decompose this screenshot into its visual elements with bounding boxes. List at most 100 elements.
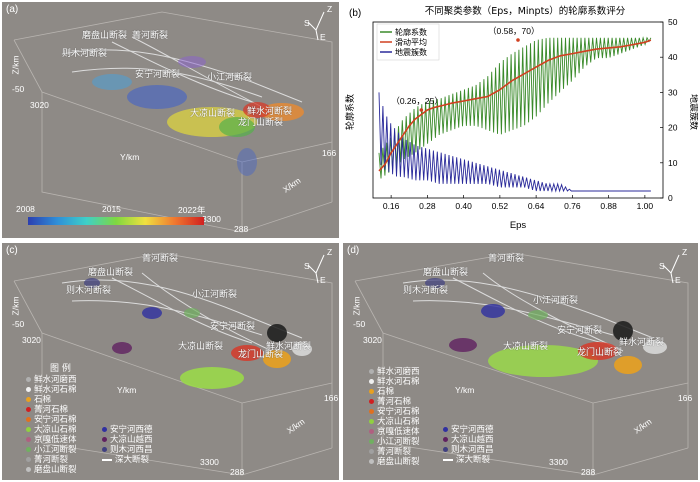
x-tick: 166: [322, 148, 337, 158]
panel-a: (a) 磨盘山断裂 菁河断裂 则木河断裂 安宁河断裂 小江河断裂 鲜水河断裂 大…: [2, 2, 339, 238]
fault-label: 安宁河断裂: [210, 322, 256, 332]
legend-dot-swatch: [443, 427, 448, 432]
fault-label: 菁河断裂: [488, 254, 525, 264]
series-silhouette: [378, 36, 652, 179]
legend-label: 小江河断裂: [377, 437, 420, 447]
legend-label: 菁河石棉: [34, 405, 69, 415]
y-axis-label: Y/km: [117, 385, 137, 395]
legend-dot-swatch: [369, 379, 374, 384]
x-tick: 3300: [200, 457, 219, 467]
legend-dot-swatch: [26, 397, 31, 402]
fault-label: 大凉山断裂: [178, 342, 224, 352]
legend-dot-swatch: [26, 387, 31, 392]
compass-icon: [307, 254, 325, 284]
chart-title: 不同聚类参数（Eps，Minpts）的轮廓系数评分: [425, 5, 626, 17]
x-tick: 288: [581, 467, 596, 477]
y-axis-label: Y/km: [120, 152, 140, 162]
legend-item: 深大断裂: [443, 453, 490, 465]
legend-dot-swatch: [443, 447, 448, 452]
legend-dot-swatch: [26, 437, 31, 442]
compass-s: S: [659, 261, 665, 271]
x-tick-label: 0.52: [492, 201, 509, 211]
y-right-tick-label: 20: [668, 123, 678, 133]
legend-dot-swatch: [102, 437, 107, 442]
legend-label: 磨盘山断裂: [34, 465, 77, 475]
fault-label: 小江河断裂: [533, 296, 579, 306]
legend-dot-swatch: [102, 447, 107, 452]
x-tick-label: 0.88: [600, 201, 617, 211]
legend-item: 菁河断裂: [369, 445, 411, 457]
silhouette-chart: (b) 不同聚类参数（Eps，Minpts）的轮廓系数评分 0.16 0.28 0.…: [344, 5, 698, 231]
panel-c-scene: [13, 252, 333, 476]
legend-item: 磨盘山断裂: [369, 455, 420, 467]
legend-label: 鲜水河石棉: [377, 377, 420, 387]
legend-label: 安宁河石棉: [377, 407, 420, 417]
legend-dot-swatch: [26, 377, 31, 382]
legend-label: 菁河断裂: [34, 455, 69, 465]
legend-dot-swatch: [102, 427, 107, 432]
x-tick-label: 0.76: [564, 201, 581, 211]
legend-label: 京嘎低速体: [377, 427, 420, 437]
z-axis-label: Z/km: [10, 296, 21, 316]
fault-label: 菁河断裂: [132, 31, 169, 41]
compass-e: E: [320, 275, 326, 285]
x-tick-label: 0.40: [455, 201, 472, 211]
x-tick-label: 0.64: [528, 201, 545, 211]
legend-item: 深大断裂: [102, 453, 149, 465]
legend-item: 鲜水河磨西: [26, 373, 77, 385]
legend-item: 石棉: [26, 393, 51, 405]
y-right-tick-label: 10: [668, 158, 678, 168]
legend-item: 菁河石棉: [26, 403, 68, 415]
legend-item: 滑动平均: [395, 37, 427, 47]
legend-dot-swatch: [443, 437, 448, 442]
y-right-tick-label: 50: [668, 17, 678, 27]
panel-a-label: (a): [6, 4, 19, 15]
fault-label: 则木河断裂: [62, 49, 108, 59]
legend-label: 安宁河西德: [110, 425, 153, 435]
legend-item: 安宁河石棉: [26, 413, 77, 425]
series-moving-average: [378, 39, 652, 172]
plot-frame: [372, 21, 664, 199]
legend-label: 深大断裂: [115, 455, 150, 465]
colorbar-tick: 2015: [102, 204, 121, 214]
series-cluster-count: [378, 92, 651, 193]
legend-item: 小江河断裂: [369, 435, 420, 447]
legend-item: 大凉山越西: [443, 433, 494, 445]
fault-label: 鲜水河断裂: [619, 338, 665, 348]
panel-c-label: (c): [6, 245, 18, 256]
legend-item: 京嘎低速体: [369, 425, 420, 437]
legend-dot-swatch: [369, 429, 374, 434]
legend-dot-swatch: [369, 459, 374, 464]
legend-item: 鲜水河磨西: [369, 365, 420, 377]
z-axis-label: Z/km: [10, 55, 21, 75]
legend-item: 地震簇数: [395, 47, 427, 57]
legend-item: 安宁河西德: [102, 423, 153, 435]
panel-d: (d) 磨盘山断裂 菁河断裂 则木河断裂 小江河断裂 安宁河断裂 鲜水河断裂 大…: [343, 243, 698, 480]
fault-label: 则木河断裂: [66, 286, 112, 296]
compass-s: S: [304, 261, 310, 271]
panel-d-scene: [354, 252, 689, 476]
z-tick: -50: [12, 319, 25, 329]
legend-label: 则木河西昌: [110, 445, 153, 455]
x-tick: 288: [230, 467, 245, 477]
x-tick-label: 0.28: [419, 201, 436, 211]
legend-label: 安宁河西德: [451, 425, 494, 435]
legend-label: 安宁河石棉: [34, 415, 77, 425]
legend-label: 则木河西昌: [451, 445, 494, 455]
compass-z: Z: [327, 4, 333, 14]
legend-item: 则木河西昌: [443, 443, 494, 455]
legend-label: 鲜水河磨西: [34, 375, 77, 385]
fault-label: 龙门山断裂: [238, 118, 284, 128]
y-axis-label: Y/km: [455, 385, 475, 395]
fault-label: 小江河断裂: [207, 73, 253, 83]
legend-item: 菁河石棉: [369, 395, 411, 407]
legend-label: 石棉: [377, 387, 395, 397]
y-left-label: 轮廓系数: [344, 94, 356, 130]
fault-label: 龙门山断裂: [238, 350, 284, 360]
x-tick-label: 0.16: [383, 201, 400, 211]
legend-label: 大凉山石棉: [377, 417, 420, 427]
legend-label: 磨盘山断裂: [377, 457, 420, 467]
colorbar: [28, 217, 204, 225]
compass-z: Z: [327, 247, 333, 257]
compass-icon: [662, 254, 680, 284]
